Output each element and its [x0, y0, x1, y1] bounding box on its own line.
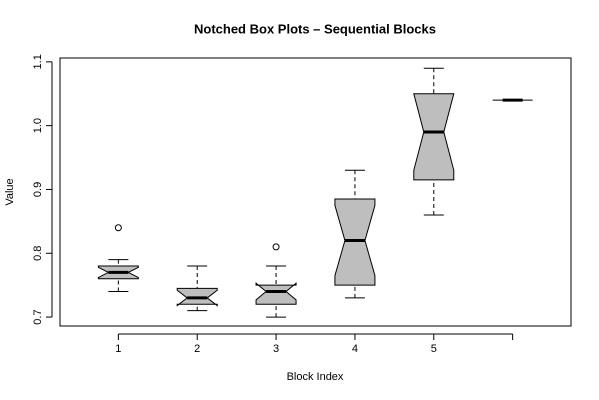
box [413, 93, 455, 181]
y-tick-label: 0.9 [32, 182, 44, 197]
outlier [272, 243, 280, 251]
y-tick-label: 1.1 [32, 54, 44, 69]
x-tick-label: 1 [115, 343, 121, 355]
x-tick-label: 3 [273, 343, 279, 355]
box [334, 198, 376, 286]
x-axis-label: Block Index [287, 371, 344, 383]
chart-title: Notched Box Plots – Sequential Blocks [194, 21, 436, 36]
box [255, 282, 297, 305]
y-tick-label: 0.7 [32, 309, 44, 324]
x-tick-label: 4 [352, 343, 358, 355]
x-tick-label: 5 [431, 343, 437, 355]
y-axis-label: Value [4, 178, 16, 205]
x-tick-label: 2 [194, 343, 200, 355]
outlier [114, 224, 122, 232]
y-tick-label: 0.8 [32, 246, 44, 261]
y-tick-label: 1.0 [32, 118, 44, 133]
plot-frame [59, 57, 572, 327]
